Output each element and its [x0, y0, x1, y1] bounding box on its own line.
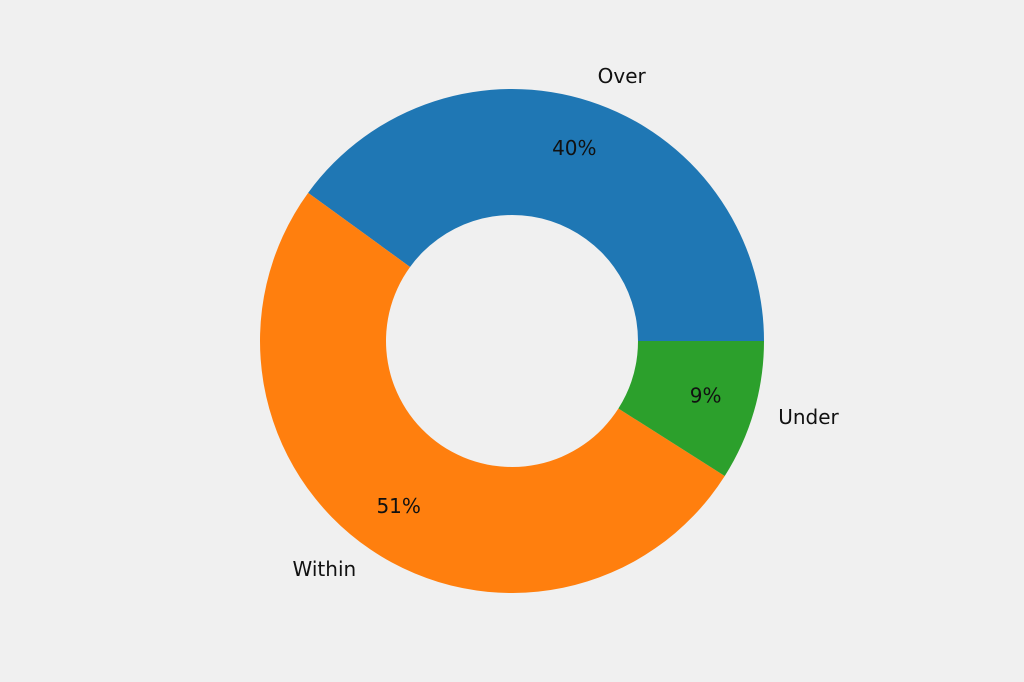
- value-label: 51%: [376, 494, 420, 518]
- donut-slice: [260, 192, 725, 593]
- value-label: 40%: [552, 136, 596, 160]
- donut-slice: [618, 341, 764, 477]
- category-label: Under: [778, 405, 839, 429]
- category-label: Within: [293, 557, 357, 581]
- category-label: Over: [598, 64, 647, 88]
- donut-slice: [308, 88, 764, 341]
- value-label: 9%: [690, 384, 722, 408]
